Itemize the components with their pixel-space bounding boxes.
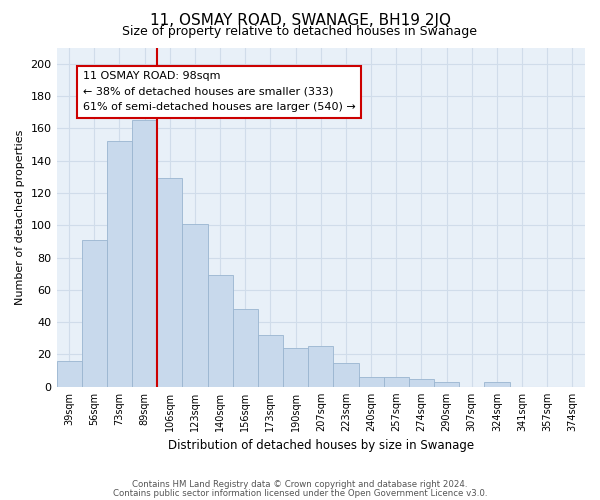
Bar: [484, 382, 509, 387]
Y-axis label: Number of detached properties: Number of detached properties: [15, 130, 25, 305]
Bar: [283, 348, 308, 387]
Text: 11, OSMAY ROAD, SWANAGE, BH19 2JQ: 11, OSMAY ROAD, SWANAGE, BH19 2JQ: [149, 12, 451, 28]
Bar: [233, 309, 258, 387]
Text: 11 OSMAY ROAD: 98sqm
← 38% of detached houses are smaller (333)
61% of semi-deta: 11 OSMAY ROAD: 98sqm ← 38% of detached h…: [83, 72, 356, 112]
X-axis label: Distribution of detached houses by size in Swanage: Distribution of detached houses by size …: [168, 440, 474, 452]
Bar: [308, 346, 334, 387]
Bar: [132, 120, 157, 387]
Bar: [208, 276, 233, 387]
Bar: [383, 377, 409, 387]
Bar: [56, 361, 82, 387]
Bar: [107, 141, 132, 387]
Bar: [334, 362, 359, 387]
Text: Contains public sector information licensed under the Open Government Licence v3: Contains public sector information licen…: [113, 488, 487, 498]
Text: Size of property relative to detached houses in Swanage: Size of property relative to detached ho…: [122, 25, 478, 38]
Bar: [359, 377, 383, 387]
Text: Contains HM Land Registry data © Crown copyright and database right 2024.: Contains HM Land Registry data © Crown c…: [132, 480, 468, 489]
Bar: [82, 240, 107, 387]
Bar: [182, 224, 208, 387]
Bar: [434, 382, 459, 387]
Bar: [157, 178, 182, 387]
Bar: [258, 335, 283, 387]
Bar: [409, 378, 434, 387]
